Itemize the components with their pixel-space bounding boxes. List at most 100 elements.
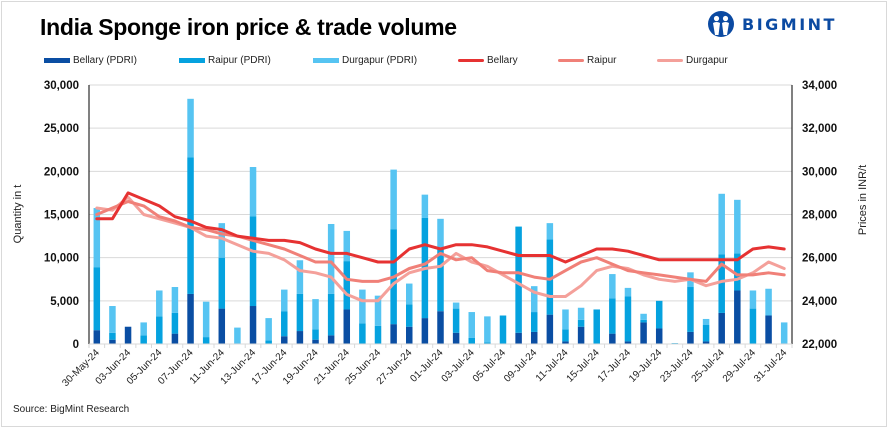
bar-bellary-pdri — [687, 331, 694, 344]
bar-bellary-pdri — [640, 322, 647, 344]
bar-raipur-pdri — [327, 293, 335, 336]
legend-label: Raipur — [587, 55, 617, 66]
bar-bellary-pdri — [515, 332, 522, 344]
bar-raipur-pdri — [171, 312, 179, 334]
bar-raipur-pdri — [140, 335, 147, 344]
legend-line — [558, 59, 584, 62]
y2-axis-label: Prices in INR/t — [857, 165, 869, 235]
bar-raipur-pdri — [109, 332, 116, 340]
bar-durgapur-pdri — [780, 322, 788, 344]
legend-swatch — [179, 58, 205, 63]
bar-bellary-pdri — [421, 318, 429, 344]
legend-item-bellary: Bellary — [458, 55, 518, 66]
bar-durgapur-pdri — [390, 169, 397, 230]
bar-durgapur-pdri — [93, 208, 101, 268]
bigmint-people-icon — [708, 11, 734, 37]
bar-bellary-pdri — [718, 312, 725, 344]
legend-line — [657, 59, 683, 62]
bar-durgapur-pdri — [327, 223, 335, 294]
bar-raipur-pdri — [609, 298, 616, 334]
bar-bellary-pdri — [312, 339, 319, 344]
x-tick-label: 17-Jul-24 — [596, 347, 634, 385]
legend-swatch — [44, 58, 70, 63]
x-tick-label: 05-Jul-24 — [471, 347, 509, 385]
x-tick-label: 31-Jul-24 — [752, 347, 790, 385]
legend-line — [458, 59, 484, 62]
bar-raipur-pdri — [187, 157, 194, 294]
bar-durgapur-pdri — [718, 193, 725, 255]
brand-name: BIGMINT — [742, 14, 837, 34]
line-bellary — [95, 191, 786, 264]
bar-durgapur-pdri — [437, 218, 444, 248]
bar-raipur-pdri — [374, 325, 382, 344]
bar-durgapur-pdri — [765, 288, 772, 316]
legend-item-durgapur: Durgapur — [657, 55, 728, 66]
bar-bellary-pdri — [765, 315, 772, 344]
bar-bellary-pdri — [249, 306, 257, 344]
x-tick-label: 15-Jul-24 — [565, 347, 603, 385]
bar-raipur-pdri — [265, 340, 272, 344]
bar-bellary-pdri — [437, 311, 444, 344]
legend-label: Bellary (PDRI) — [73, 55, 137, 66]
legend-item-raipur-pdri: Raipur (PDRI) — [179, 55, 271, 66]
bar-bellary-pdri — [343, 309, 351, 344]
bar-raipur-pdri — [499, 315, 507, 344]
bar-raipur-pdri — [593, 309, 600, 344]
bar-series-group — [93, 98, 788, 344]
legend-label: Durgapur — [686, 55, 728, 66]
bar-durgapur-pdri — [249, 167, 257, 217]
bar-durgapur-pdri — [281, 289, 288, 312]
bar-durgapur-pdri — [359, 289, 366, 324]
legend-item-durgapur-pdri: Durgapur (PDRI) — [313, 55, 417, 66]
bar-bellary-pdri — [124, 326, 132, 344]
bar-bellary-pdri — [452, 332, 460, 344]
bar-raipur-pdri — [312, 329, 319, 340]
legend-item-bellary-pdri: Bellary (PDRI) — [44, 55, 137, 66]
bar-raipur-pdri — [281, 311, 288, 337]
bar-raipur-pdri — [530, 312, 538, 332]
bar-durgapur-pdri — [296, 260, 304, 294]
bar-bellary-pdri — [546, 314, 554, 344]
bar-durgapur-pdri — [484, 316, 491, 343]
bar-bellary-pdri — [702, 341, 710, 344]
bar-raipur-pdri — [562, 329, 569, 342]
bar-durgapur-pdri — [312, 299, 319, 330]
bar-durgapur-pdri — [577, 307, 585, 320]
bar-bellary-pdri — [171, 333, 179, 344]
bar-durgapur-pdri — [218, 223, 226, 258]
bar-durgapur-pdri — [156, 290, 163, 317]
y-tick-label: 15,000 — [44, 210, 79, 222]
y-tick-label: 30,000 — [44, 80, 79, 92]
x-tick-label: 03-Jul-24 — [440, 347, 478, 385]
bar-durgapur-pdri — [202, 301, 210, 338]
chart-legend: Bellary (PDRI) Raipur (PDRI) Durgapur (P… — [0, 55, 888, 71]
x-tick-label: 23-Jul-24 — [658, 347, 696, 385]
bar-bellary-pdri — [624, 341, 632, 344]
bar-bellary-pdri — [734, 290, 741, 344]
y2-tick-label: 34,000 — [802, 80, 837, 92]
source-note: Source: BigMint Research — [13, 404, 130, 415]
y-axis-label: Quantity in t — [12, 185, 24, 244]
bar-raipur-pdri — [515, 226, 522, 333]
bar-durgapur-pdri — [749, 290, 757, 309]
line-raipur — [95, 200, 786, 283]
bar-raipur-pdri — [452, 308, 460, 333]
bar-durgapur-pdri — [171, 287, 179, 313]
bar-raipur-pdri — [343, 261, 351, 310]
bar-bellary-pdri — [218, 308, 226, 344]
bar-raipur-pdri — [156, 316, 163, 344]
legend-label: Bellary — [487, 55, 518, 66]
y-tick-label: 10,000 — [44, 253, 79, 265]
y2-tick-label: 28,000 — [802, 210, 837, 222]
bar-bellary-pdri — [609, 333, 616, 344]
line-series-group — [95, 191, 786, 303]
bar-bellary-pdri — [530, 331, 538, 344]
y-tick-label: 20,000 — [44, 166, 79, 178]
legend-item-raipur: Raipur — [558, 55, 616, 66]
y2-tick-label: 32,000 — [802, 123, 837, 135]
bar-bellary-pdri — [562, 341, 569, 344]
bar-durgapur-pdri — [609, 274, 616, 299]
bar-raipur-pdri — [546, 239, 554, 315]
chart-title: India Sponge iron price & trade volume — [40, 14, 457, 40]
